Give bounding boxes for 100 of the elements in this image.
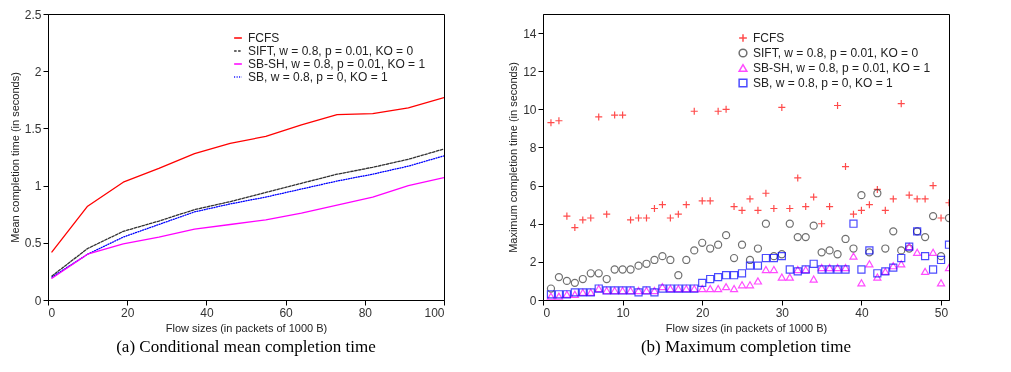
point [753,206,763,215]
point [817,248,826,257]
point [873,273,882,281]
point [666,213,675,223]
point [785,273,794,281]
point [936,213,946,223]
point [793,173,802,183]
point [729,202,739,211]
y-tick-label: 8 [529,140,537,155]
point [618,265,627,274]
point [546,284,556,293]
x-tick-label: 50 [934,305,949,320]
point [714,284,723,293]
point [753,261,763,270]
point [714,107,723,116]
point [889,227,898,236]
point [913,248,922,256]
point [849,219,858,228]
point [737,269,747,278]
point [881,244,890,253]
point [745,281,755,289]
point [889,194,898,204]
legend-label: SB, w = 0.8, p = 0, KO = 1 [753,76,894,90]
point [745,255,755,265]
point [562,276,572,286]
point [809,259,818,268]
point [602,274,611,284]
point [554,116,564,125]
line-series [51,176,444,279]
point [801,232,810,242]
point [698,278,707,287]
point [809,192,818,202]
point [729,284,739,293]
point [690,246,699,255]
y-tick-label: 0 [529,293,537,308]
point [714,240,723,249]
y-tick-label: 4 [529,217,537,232]
point [706,284,715,293]
legend-label: SB-SH, w = 0.8, p = 0.01, KO = 1 [753,61,931,75]
x-tick-label: 0 [543,305,551,320]
legend-label: SIFT, w = 0.8, p = 0.01, KO = 0 [753,46,919,60]
point [920,267,930,276]
point [698,284,707,293]
point [618,110,627,120]
point [849,244,858,253]
x-tick-label: 20 [121,305,135,320]
point [554,272,564,282]
x-tick-label: 40 [200,305,214,320]
point [857,265,866,274]
point [634,261,643,270]
point [737,281,747,289]
y-tick-label: 2 [529,255,537,270]
point [761,219,771,228]
point [706,244,715,253]
point [546,118,556,127]
point [777,273,786,281]
point [674,271,683,280]
point [570,278,579,287]
y-tick-label: 2.5 [24,7,42,22]
point [857,279,866,287]
x-tick-label: 0 [48,305,56,320]
point [841,234,850,244]
x-axis-title: Flow sizes (in packets of 1000 B) [165,321,328,334]
point [626,215,635,225]
y-tick-label: 0 [34,293,42,308]
point [698,238,707,247]
text: (b) Maximum completion time [640,337,852,356]
y-tick-label: 10 [523,102,537,117]
point [793,232,802,242]
point [920,252,930,261]
legend-label: SB, w = 0.8, p = 0, KO = 1 [248,70,389,84]
point [857,191,866,200]
point [721,105,731,114]
y-axis-title: Mean completion time (in seconds) [8,72,21,243]
point [610,110,619,120]
point [714,272,723,282]
legend-label: SIFT, w = 0.8, p = 0.01, KO = 0 [248,44,414,58]
y-tick-label: 1.5 [24,121,42,136]
y-tick-label: 14 [523,26,537,41]
point [642,259,651,268]
point [928,181,938,190]
y-tick-label: 0.5 [24,236,42,251]
point [753,244,763,253]
point [873,189,882,198]
y-axis-title: Maximum completion time (in seconds) [507,62,520,253]
point [666,255,675,265]
y-tick-label: 6 [529,179,537,194]
point [626,265,635,274]
point [562,211,572,221]
point [897,260,906,268]
legend-label: SB-SH, w = 0.8, p = 0.01, KO = 1 [248,57,426,71]
point [586,269,595,278]
point [769,204,778,213]
point [920,194,930,204]
line-series [51,96,444,253]
point [785,219,794,228]
point [729,253,739,263]
x-tick-label: 10 [616,305,631,320]
x-tick-label: 20 [696,305,710,320]
point [578,274,587,284]
